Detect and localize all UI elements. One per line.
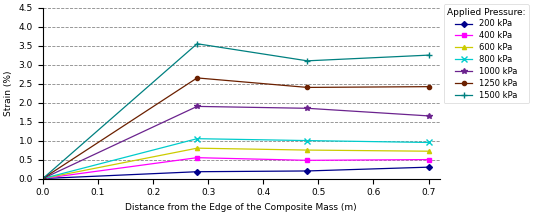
- 600 kPa: [39, 177, 46, 180]
- 1000 kPa: [304, 107, 311, 110]
- 1500 kPa: [304, 60, 311, 62]
- Line: 1250 kPa: 1250 kPa: [41, 76, 431, 181]
- 1250 kPa: [194, 77, 200, 79]
- 200 kPa: [304, 170, 311, 172]
- 800 kPa: [304, 139, 311, 142]
- Line: 200 kPa: 200 kPa: [41, 165, 431, 181]
- 400 kPa: [304, 159, 311, 162]
- 600 kPa: [194, 147, 200, 149]
- 1250 kPa: [304, 86, 311, 89]
- 200 kPa: [425, 166, 432, 168]
- 800 kPa: [425, 141, 432, 144]
- Legend: 200 kPa, 400 kPa, 600 kPa, 800 kPa, 1000 kPa, 1250 kPa, 1500 kPa: 200 kPa, 400 kPa, 600 kPa, 800 kPa, 1000…: [443, 4, 529, 103]
- 200 kPa: [194, 170, 200, 173]
- 1500 kPa: [425, 54, 432, 56]
- 1250 kPa: [425, 85, 432, 88]
- 200 kPa: [39, 177, 46, 180]
- 600 kPa: [425, 150, 432, 152]
- Line: 1000 kPa: 1000 kPa: [40, 104, 431, 181]
- 600 kPa: [304, 149, 311, 151]
- 1000 kPa: [425, 115, 432, 117]
- 1500 kPa: [194, 43, 200, 45]
- 1000 kPa: [194, 105, 200, 108]
- 1250 kPa: [39, 177, 46, 180]
- 1500 kPa: [39, 177, 46, 180]
- 800 kPa: [194, 137, 200, 140]
- Line: 400 kPa: 400 kPa: [41, 156, 431, 181]
- Y-axis label: Strain (%): Strain (%): [4, 70, 13, 116]
- 800 kPa: [39, 177, 46, 180]
- Line: 1500 kPa: 1500 kPa: [39, 40, 432, 182]
- 400 kPa: [425, 158, 432, 161]
- X-axis label: Distance from the Edge of the Composite Mass (m): Distance from the Edge of the Composite …: [125, 203, 357, 212]
- 400 kPa: [194, 156, 200, 159]
- Line: 800 kPa: 800 kPa: [40, 136, 431, 181]
- 1000 kPa: [39, 177, 46, 180]
- 400 kPa: [39, 177, 46, 180]
- Line: 600 kPa: 600 kPa: [41, 146, 431, 181]
